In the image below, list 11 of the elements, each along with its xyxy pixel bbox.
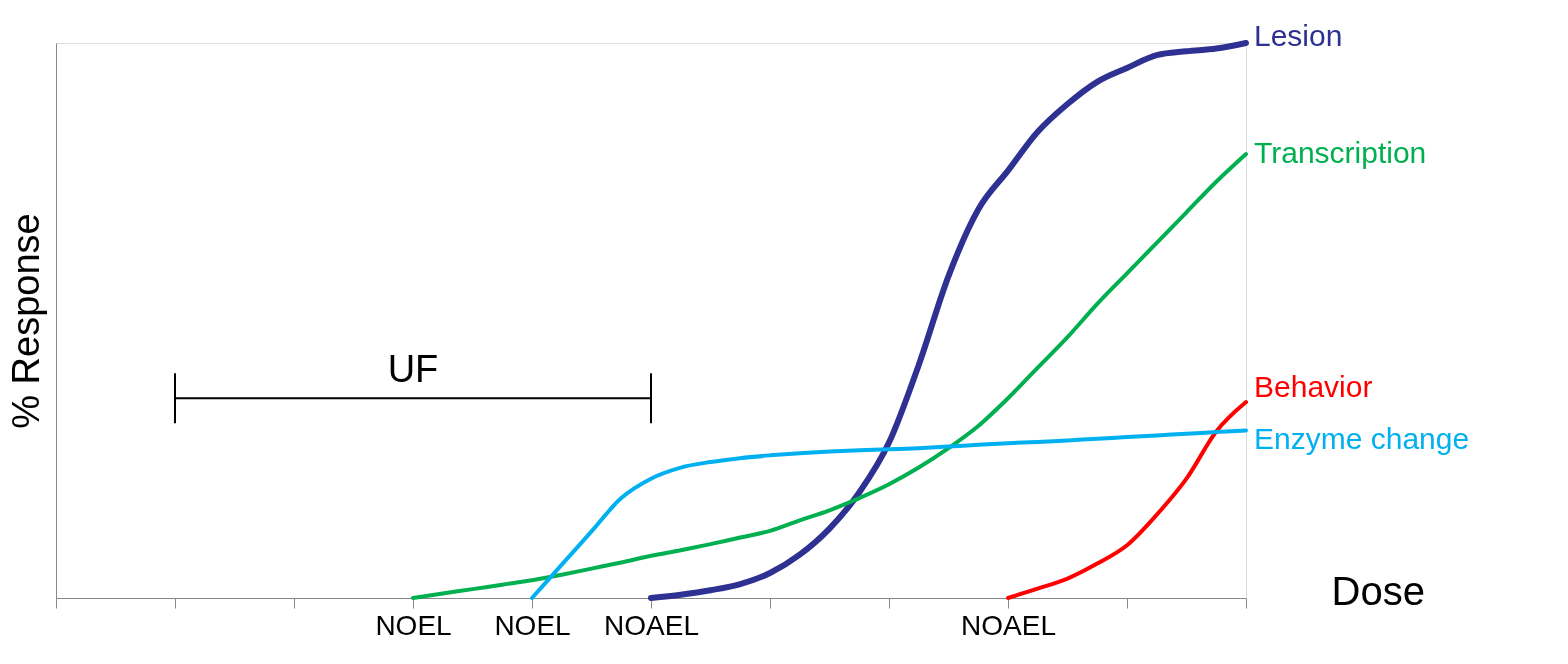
annotation: UF [387,348,439,391]
x-tick-label: NOEL [375,609,452,641]
series-label: Transcription [1254,136,1427,169]
y-axis-title: % Response [4,213,47,429]
series-label: Behavior [1254,370,1373,404]
x-tick-label: NOAEL [604,609,699,641]
series-label: Lesion [1254,19,1343,52]
series-label: Enzyme change [1254,422,1470,456]
x-axis-title: Dose [1331,568,1425,613]
x-tick-label: NOAEL [961,609,1056,641]
x-tick-label: NOEL [494,609,571,641]
